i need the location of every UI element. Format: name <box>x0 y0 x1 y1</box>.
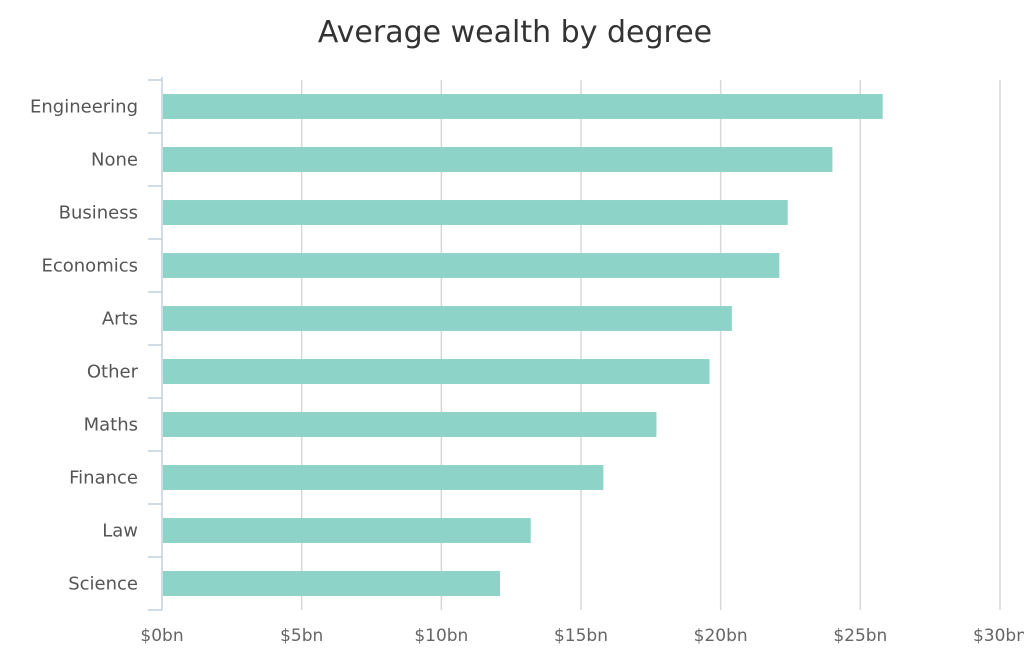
y-axis <box>148 77 163 611</box>
category-label: Arts <box>102 309 138 330</box>
bar-finance <box>163 465 604 490</box>
bar-law <box>163 518 531 543</box>
bars <box>163 94 883 596</box>
category-label: Maths <box>84 415 138 436</box>
category-label: Science <box>68 574 138 595</box>
chart-title: Average wealth by degree <box>318 15 712 50</box>
bar-arts <box>163 306 732 331</box>
category-label: Business <box>59 203 138 224</box>
category-labels: Engineering None Business Economics Arts Othe… <box>30 97 139 595</box>
category-label: Engineering <box>30 97 138 118</box>
x-tick-label: $25bn <box>833 626 887 646</box>
category-label: Law <box>102 521 138 542</box>
category-label: Other <box>87 362 139 383</box>
bar-engineering <box>163 94 883 119</box>
x-tick-label: $10bn <box>414 626 468 646</box>
bar-economics <box>163 253 780 278</box>
bar-science <box>163 571 500 596</box>
category-label: Economics <box>41 256 138 277</box>
bar-business <box>163 200 788 225</box>
x-tick-label: $30bn <box>973 626 1024 646</box>
x-tick-label: $5bn <box>280 626 323 646</box>
x-tick-label: $20bn <box>694 626 748 646</box>
x-tick-label: $0bn <box>140 626 183 646</box>
category-label: None <box>91 150 138 171</box>
bar-none <box>163 147 833 172</box>
x-tick-label: $15bn <box>554 626 608 646</box>
bar-other <box>163 359 710 384</box>
x-tick-labels: $0bn $5bn $10bn $15bn $20bn $25bn $30bn <box>140 626 1024 646</box>
category-label: Finance <box>69 468 138 489</box>
bar-maths <box>163 412 657 437</box>
